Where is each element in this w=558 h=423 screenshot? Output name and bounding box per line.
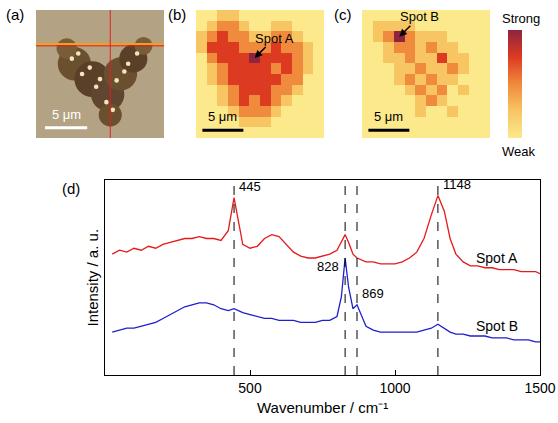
svg-text:1148: 1148 [443,177,471,192]
svg-text:(d): (d) [62,180,80,197]
svg-text:5 μm: 5 μm [374,109,403,124]
svg-text:828: 828 [317,259,339,274]
svg-text:(a): (a) [6,6,24,23]
svg-text:1500: 1500 [524,380,555,396]
svg-text:445: 445 [239,179,261,194]
svg-text:(c): (c) [334,6,352,23]
svg-text:869: 869 [362,286,384,301]
svg-text:Wavenumber / cm⁻¹: Wavenumber / cm⁻¹ [257,399,388,416]
svg-text:Weak: Weak [502,144,535,159]
svg-text:5 μm: 5 μm [52,107,81,122]
svg-text:(b): (b) [168,6,186,23]
svg-text:Spot B: Spot B [400,9,439,24]
svg-text:Strong: Strong [502,11,540,26]
svg-text:500: 500 [238,380,262,396]
svg-text:Intensity / a. u.: Intensity / a. u. [84,229,101,327]
svg-text:1000: 1000 [379,380,410,396]
svg-text:Spot A: Spot A [255,31,294,46]
svg-text:Spot B: Spot B [476,318,518,334]
svg-text:Spot A: Spot A [476,250,518,266]
svg-text:5 μm: 5 μm [208,109,237,124]
